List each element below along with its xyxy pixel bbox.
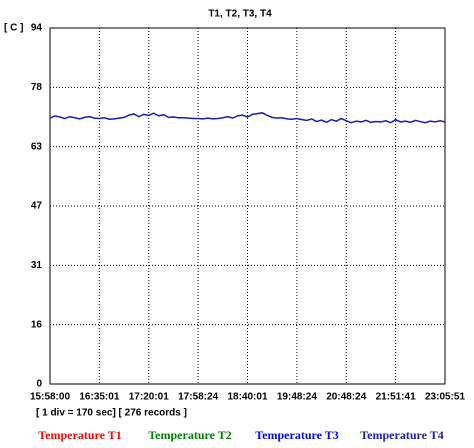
x-tick-label: 17:58:24 [178, 392, 218, 403]
y-axis-label: [ C ] [4, 23, 23, 34]
plot-frame [49, 27, 446, 385]
x-tick-label: 23:05:51 [425, 392, 465, 403]
legend-entry: Temperature T4 [360, 428, 443, 442]
note: [ 1 div = 170 sec] [ 276 records ] [36, 408, 187, 419]
x-tick-label: 17:20:01 [129, 392, 169, 403]
x-tick-label: 15:58:00 [30, 392, 70, 403]
x-tick-label: 21:51:41 [376, 392, 416, 403]
y-tick-label: 94 [31, 23, 43, 34]
x-tick-label: 18:40:01 [227, 392, 267, 403]
y-tick-label: 47 [31, 201, 43, 212]
x-tick-label: 16:35:01 [79, 392, 119, 403]
x-tick-label: 19:48:24 [277, 392, 317, 403]
legend-entry: Temperature T3 [255, 428, 338, 442]
y-tick-label: 16 [31, 319, 43, 330]
y-tick-label: 31 [31, 260, 43, 271]
x-tick-label: 20:48:24 [326, 392, 366, 403]
y-tick-label: 0 [36, 379, 42, 390]
legend-entry: Temperature T2 [148, 428, 231, 442]
legend-entry: Temperature T1 [38, 428, 121, 442]
chart-title: T1, T2, T3, T4 [208, 9, 272, 20]
y-tick-label: 63 [31, 141, 43, 152]
line-series [49, 112, 446, 124]
y-tick-label: 78 [31, 82, 43, 93]
